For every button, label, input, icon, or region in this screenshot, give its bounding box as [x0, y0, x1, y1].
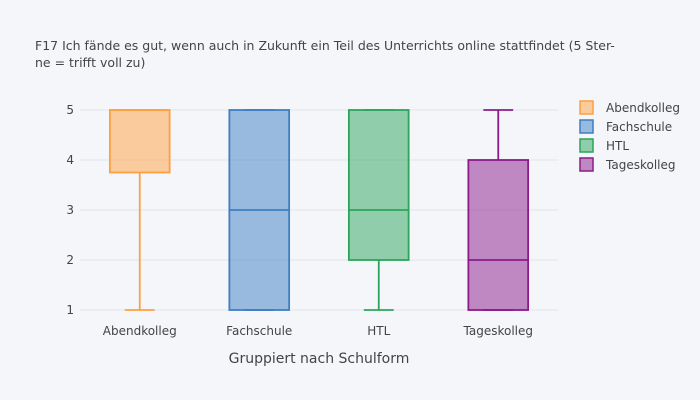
box-body — [347, 109, 410, 261]
box-tageskolleg — [467, 109, 530, 311]
box-body — [467, 159, 530, 311]
x-tick-label-tageskolleg: Tageskolleg — [463, 324, 533, 338]
y-tick-label-2: 2 — [66, 253, 74, 267]
legend-item-fachschule: Fachschule — [579, 119, 672, 134]
chart-title-line-2: ne = trifft voll zu) — [35, 55, 145, 70]
box-fachschule — [228, 109, 291, 311]
legend-swatch — [579, 100, 594, 115]
x-tick-label-abendkolleg: Abendkolleg — [103, 324, 177, 338]
legend-swatch — [579, 138, 594, 153]
legend-swatch — [579, 157, 594, 172]
x-tick-label-fachschule: Fachschule — [226, 324, 292, 338]
legend-label: HTL — [606, 139, 629, 153]
legend-item-tageskolleg: Tageskolleg — [579, 157, 675, 172]
legend-swatch — [579, 119, 594, 134]
legend-label: Tageskolleg — [605, 158, 675, 172]
chart-title-line-1: F17 Ich fände es gut, wenn auch in Zukun… — [35, 38, 615, 53]
box-body — [108, 109, 171, 174]
y-tick-label-4: 4 — [66, 153, 74, 167]
legend: Abendkolleg Fachschule HTL Tageskolleg — [579, 100, 680, 172]
x-tick-label-htl: HTL — [367, 324, 390, 338]
legend-item-htl: HTL — [579, 138, 629, 153]
y-tick-label-1: 1 — [66, 303, 74, 317]
legend-item-abendkolleg: Abendkolleg — [579, 100, 680, 115]
y-tick-label-5: 5 — [66, 103, 74, 117]
box-abendkolleg — [108, 109, 171, 311]
x-axis-title: Gruppiert nach Schulform — [229, 351, 410, 367]
x-axis-ticks: Abendkolleg Fachschule HTL Tageskolleg — [103, 324, 533, 338]
box-htl — [347, 109, 410, 311]
legend-label: Abendkolleg — [606, 101, 680, 115]
boxes — [108, 109, 530, 311]
legend-label: Fachschule — [606, 120, 672, 134]
y-axis-ticks: 1 2 3 4 5 — [66, 103, 74, 317]
y-tick-label-3: 3 — [66, 203, 74, 217]
